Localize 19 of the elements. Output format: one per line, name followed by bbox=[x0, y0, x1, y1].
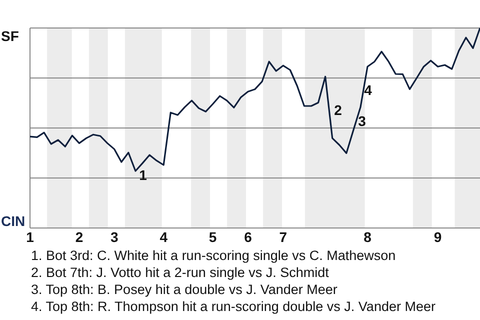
x-tick-label: 4 bbox=[160, 229, 168, 245]
text: SF bbox=[1, 28, 20, 44]
annotation: 3 bbox=[358, 113, 366, 129]
annotation: 1 bbox=[139, 167, 148, 183]
x-tick-label: 7 bbox=[279, 229, 288, 245]
annotation: 2 bbox=[334, 102, 342, 118]
x-tick-label: 1 bbox=[26, 229, 34, 245]
x-tick-label: 8 bbox=[364, 229, 372, 245]
x-tick-label: 3 bbox=[110, 229, 118, 245]
x-tick-label: 2 bbox=[75, 229, 84, 245]
text: 3. Top 8th: B. Posey hit a double vs J. Vander Meer bbox=[31, 282, 338, 297]
x-tick-label: 5 bbox=[208, 229, 217, 245]
text: 4. Top 8th: R. Thompson hit a run-scoring double vs J. Vander Meer bbox=[31, 299, 436, 314]
text: 2. Bot 7th: J. Votto hit a 2-run single vs J. Schmidt bbox=[31, 265, 330, 280]
annotation: 4 bbox=[364, 82, 372, 98]
x-tick-label: 9 bbox=[434, 229, 442, 245]
x-tick-label: 6 bbox=[244, 229, 252, 245]
text: CIN bbox=[1, 213, 26, 229]
text: 1. Bot 3rd: C. White hit a run-scoring single vs C. Mathewson bbox=[31, 248, 396, 263]
